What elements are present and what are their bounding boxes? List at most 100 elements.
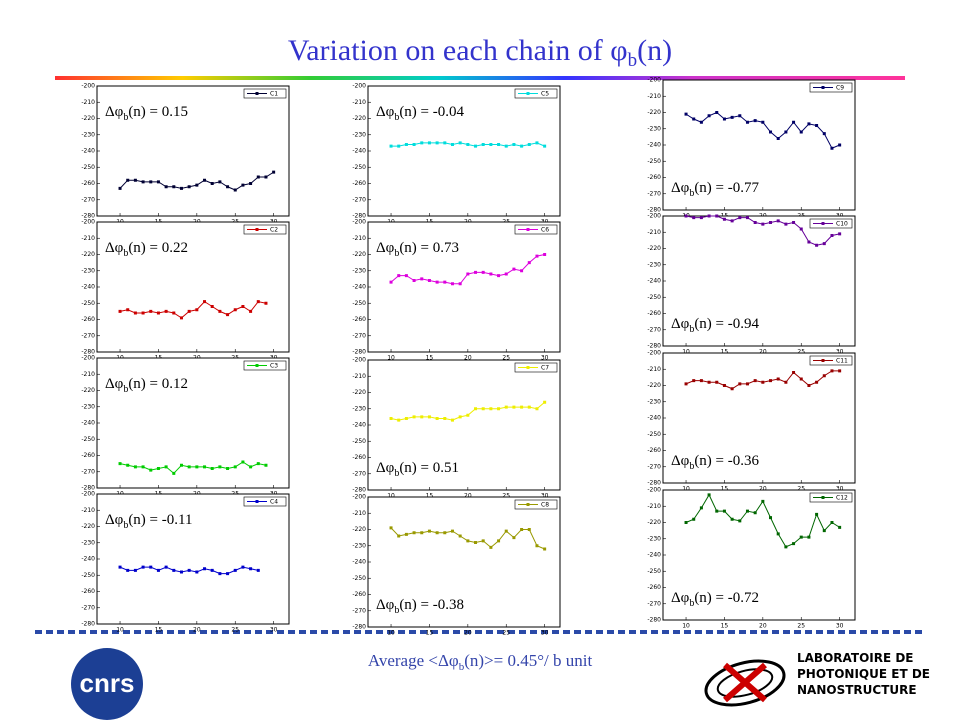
legend-label: C7 — [541, 365, 549, 372]
y-tick-label: -200 — [647, 77, 661, 84]
marker — [738, 216, 742, 220]
marker — [535, 407, 539, 411]
y-tick-label: -230 — [81, 267, 95, 274]
marker — [504, 529, 508, 533]
y-tick-label: -240 — [647, 278, 661, 285]
marker — [404, 417, 408, 420]
marker — [543, 253, 547, 256]
y-tick-label: -210 — [81, 507, 95, 514]
marker — [535, 544, 539, 548]
marker — [427, 279, 431, 282]
marker — [822, 374, 826, 378]
marker — [443, 417, 447, 420]
legend-label: C2 — [270, 227, 278, 234]
x-tick-label: 20 — [759, 486, 767, 493]
annotation-text: Δφ — [105, 240, 124, 256]
y-tick-label: -220 — [81, 387, 95, 394]
marker — [769, 379, 773, 383]
y-tick-label: -200 — [352, 219, 366, 226]
marker — [807, 122, 811, 126]
marker — [203, 178, 207, 182]
legend-label: C3 — [270, 363, 278, 370]
annotation: Δφb(n) = 0.22 — [105, 240, 188, 259]
marker — [776, 532, 780, 536]
marker — [118, 186, 122, 190]
y-tick-label: -240 — [352, 559, 366, 566]
marker — [450, 529, 454, 533]
marker — [722, 509, 726, 513]
marker — [404, 274, 408, 278]
slide-title: Variation on each chain of φb(n) — [288, 34, 672, 71]
x-tick-label: 25 — [502, 493, 510, 500]
x-tick-label: 20 — [464, 630, 472, 637]
marker — [133, 311, 137, 315]
marker — [753, 511, 757, 515]
annotation-subscript: b — [123, 112, 128, 123]
x-tick-label: 15 — [426, 630, 434, 637]
y-tick-label: -210 — [647, 229, 661, 236]
marker — [474, 270, 478, 274]
y-tick-label: -280 — [352, 624, 366, 631]
marker — [466, 143, 470, 146]
y-tick-label: -200 — [647, 213, 661, 220]
y-tick-label: -220 — [81, 523, 95, 530]
marker — [822, 242, 826, 246]
y-tick-label: -280 — [352, 487, 366, 494]
x-tick-label: 20 — [464, 355, 472, 362]
legend-marker — [821, 86, 825, 89]
annotation: Δφb(n) = 0.15 — [105, 104, 188, 123]
legend-marker — [821, 359, 825, 362]
marker — [435, 531, 439, 535]
marker — [141, 311, 145, 315]
marker — [761, 499, 765, 503]
marker — [233, 465, 237, 469]
y-tick-label: -270 — [647, 600, 661, 607]
marker — [133, 568, 137, 572]
marker — [504, 272, 508, 276]
marker — [497, 539, 501, 543]
marker — [512, 267, 516, 271]
cnrs-text: cnrs — [80, 668, 135, 698]
marker — [707, 493, 711, 497]
marker — [715, 380, 719, 384]
marker — [404, 532, 408, 536]
annotation-subscript: b — [123, 520, 128, 531]
marker — [497, 143, 501, 146]
marker — [799, 130, 803, 134]
y-tick-label: -230 — [647, 125, 661, 132]
marker — [753, 119, 757, 123]
marker — [256, 175, 260, 179]
marker — [172, 471, 176, 475]
marker — [761, 380, 765, 384]
annotation: Δφb(n) = -0.04 — [376, 104, 465, 123]
marker — [481, 407, 485, 411]
marker — [210, 305, 214, 308]
y-tick-label: -280 — [352, 213, 366, 220]
x-tick-label: 10 — [116, 627, 124, 634]
footer-subscript: b — [459, 661, 465, 673]
y-tick-label: -250 — [352, 575, 366, 582]
marker — [249, 309, 253, 313]
annotation: Δφb(n) = -0.36 — [671, 453, 760, 472]
annotation-subscript: b — [123, 248, 128, 259]
legend-marker — [821, 222, 825, 225]
marker — [218, 465, 222, 469]
annotation-subscript: b — [394, 248, 399, 259]
lab-name: PHOTONIQUE ET DE — [797, 667, 930, 681]
x-tick-label: 30 — [541, 493, 549, 500]
annotation-text: Δφ — [376, 240, 395, 256]
marker — [792, 542, 796, 546]
marker — [249, 182, 253, 185]
y-tick-label: -230 — [81, 539, 95, 546]
marker — [474, 541, 478, 544]
marker — [497, 274, 501, 278]
y-tick-label: -210 — [81, 99, 95, 106]
marker — [195, 308, 199, 312]
plot-frame — [96, 357, 290, 489]
x-tick-label: 10 — [682, 486, 690, 493]
y-tick-label: -260 — [647, 584, 661, 591]
marker — [489, 272, 493, 276]
annotation-subscript: b — [689, 598, 694, 609]
marker — [210, 182, 214, 185]
marker — [684, 112, 688, 116]
